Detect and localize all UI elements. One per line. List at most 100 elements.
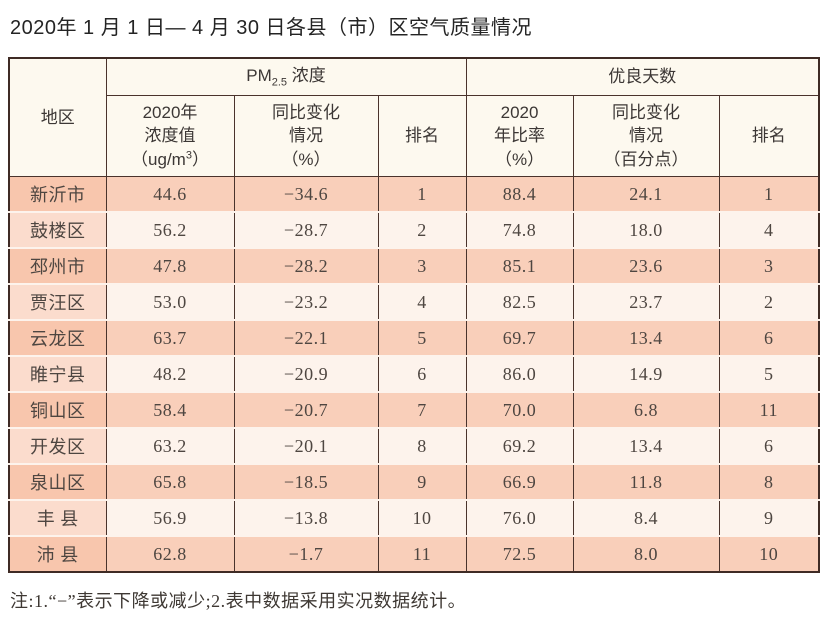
pm-rank-cell: 7 — [377, 392, 467, 429]
pm-value-cell: 62.8 — [105, 536, 235, 572]
gd-rank-cell: 2 — [718, 284, 820, 321]
gd-rank-cell: 1 — [718, 176, 820, 213]
pm-value-unit-close: ） — [191, 149, 209, 169]
table-row: 开发区 63.2 −20.1 8 69.2 13.4 6 — [8, 428, 820, 465]
gd-change-cell: 11.8 — [572, 464, 720, 501]
gd-rank-cell: 11 — [718, 392, 820, 429]
gd-change-cell: 23.6 — [572, 248, 720, 285]
pm-rank-cell: 10 — [377, 500, 467, 537]
pm-value-line2: 浓度值 — [144, 126, 196, 146]
gd-change-cell: 6.8 — [572, 392, 720, 429]
col-header-gd-rank: 排名 — [718, 95, 820, 177]
gd-rate-cell: 76.0 — [465, 500, 574, 537]
gd-change-line1: 同比变化 — [612, 102, 681, 122]
table-row: 睢宁县 48.2 −20.9 6 86.0 14.9 5 — [8, 356, 820, 393]
pm-value-cell: 65.8 — [105, 464, 235, 501]
pm-rank-cell: 4 — [377, 284, 467, 321]
gd-rank-cell: 6 — [718, 320, 820, 357]
pm-change-cell: −20.9 — [233, 356, 379, 393]
region-cell: 新沂市 — [8, 176, 107, 213]
page-title: 2020年 1 月 1 日— 4 月 30 日各县（市）区空气质量情况 — [10, 17, 533, 39]
region-cell: 云龙区 — [8, 320, 107, 357]
pm-rank-cell: 1 — [377, 176, 467, 213]
table-header: 地区 PM2.5 浓度 优良天数 2020年 浓度值 （ug/m3） 同比变化 … — [8, 58, 820, 177]
pm-change-cell: −34.6 — [233, 176, 379, 213]
gd-rate-cell: 69.2 — [465, 428, 574, 465]
pm-rank-cell: 6 — [377, 356, 467, 393]
pm-change-line2: 情况 — [289, 126, 323, 146]
pm-change-cell: −23.2 — [233, 284, 379, 321]
table-row: 云龙区 63.7 −22.1 5 69.7 13.4 6 — [8, 320, 820, 357]
pm-value-cell: 58.4 — [105, 392, 235, 429]
gd-change-cell: 13.4 — [572, 320, 720, 357]
table-row: 泉山区 65.8 −18.5 9 66.9 11.8 8 — [8, 464, 820, 501]
col-header-region: 地区 — [8, 58, 107, 177]
pm-rank-cell: 2 — [377, 212, 467, 249]
gd-rate-cell: 82.5 — [465, 284, 574, 321]
col-header-gd-change: 同比变化 情况 （百分点） — [572, 95, 720, 177]
gd-rank-cell: 5 — [718, 356, 820, 393]
pm-value-cell: 48.2 — [105, 356, 235, 393]
gd-rate-line1: 2020 — [500, 102, 539, 122]
pm-change-line3: （%） — [281, 149, 331, 169]
table-row: 邳州市 47.8 −28.2 3 85.1 23.6 3 — [8, 248, 820, 285]
gd-rate-cell: 72.5 — [465, 536, 574, 572]
sub-header-row: 2020年 浓度值 （ug/m3） 同比变化 情况 （%） 排名 2020 年比… — [9, 95, 820, 177]
table-row: 贾汪区 53.0 −23.2 4 82.5 23.7 2 — [8, 284, 820, 321]
table-row: 新沂市 44.6 −34.6 1 88.4 24.1 1 — [8, 176, 820, 213]
pm-value-line1: 2020年 — [142, 102, 198, 122]
gd-rank-cell: 6 — [718, 428, 820, 465]
gd-rate-cell: 88.4 — [465, 176, 574, 213]
gd-rate-cell: 66.9 — [465, 464, 574, 501]
pm-value-cell: 53.0 — [105, 284, 235, 321]
pm-value-cell: 63.7 — [105, 320, 235, 357]
region-cell: 邳州市 — [8, 248, 107, 285]
pm-rank-cell: 5 — [377, 320, 467, 357]
gd-change-cell: 8.0 — [572, 536, 720, 572]
gd-change-cell: 18.0 — [572, 212, 720, 249]
pm25-suffix: 浓度 — [287, 65, 326, 85]
gd-change-cell: 8.4 — [572, 500, 720, 537]
pm-change-cell: −28.7 — [233, 212, 379, 249]
pm-value-cell: 56.2 — [105, 212, 235, 249]
gd-rate-cell: 74.8 — [465, 212, 574, 249]
region-cell: 沛 县 — [8, 536, 107, 572]
region-cell: 鼓楼区 — [8, 212, 107, 249]
gd-rate-cell: 85.1 — [465, 248, 574, 285]
air-quality-table: 地区 PM2.5 浓度 优良天数 2020年 浓度值 （ug/m3） 同比变化 … — [8, 57, 821, 573]
pm-value-cell: 56.9 — [105, 500, 235, 537]
gd-rank-cell: 3 — [718, 248, 820, 285]
pm-rank-cell: 3 — [377, 248, 467, 285]
pm-change-cell: −20.7 — [233, 392, 379, 429]
region-cell: 铜山区 — [8, 392, 107, 429]
gd-change-line3: （百分点） — [603, 149, 689, 169]
gd-rank-cell: 9 — [718, 500, 820, 537]
col-header-pm-value: 2020年 浓度值 （ug/m3） — [105, 95, 235, 177]
pm25-prefix: PM — [246, 65, 272, 85]
pm25-subscript: 2.5 — [271, 76, 288, 89]
gd-change-cell: 14.9 — [572, 356, 720, 393]
region-cell: 丰 县 — [8, 500, 107, 537]
gd-rank-cell: 10 — [718, 536, 820, 572]
region-cell: 开发区 — [8, 428, 107, 465]
gd-rank-cell: 8 — [718, 464, 820, 501]
pm-change-cell: −13.8 — [233, 500, 379, 537]
table-row: 鼓楼区 56.2 −28.7 2 74.8 18.0 4 — [8, 212, 820, 249]
pm-change-cell: −1.7 — [233, 536, 379, 572]
pm-value-cell: 47.8 — [105, 248, 235, 285]
pm-change-cell: −18.5 — [233, 464, 379, 501]
pm-rank-cell: 8 — [377, 428, 467, 465]
table-row: 铜山区 58.4 −20.7 7 70.0 6.8 11 — [8, 392, 820, 429]
pm-change-cell: −22.1 — [233, 320, 379, 357]
region-cell: 泉山区 — [8, 464, 107, 501]
table-body: 新沂市 44.6 −34.6 1 88.4 24.1 1 鼓楼区 56.2 −2… — [8, 176, 820, 572]
pm-change-line1: 同比变化 — [272, 102, 340, 122]
pm-value-unit: （ug/m — [131, 149, 186, 169]
col-header-gd-rate: 2020 年比率 （%） — [465, 95, 574, 177]
footnote: 注:1.“−”表示下降或减少;2.表中数据采用实况数据统计。 — [10, 591, 467, 611]
col-header-pm-rank: 排名 — [377, 95, 467, 177]
pm-change-cell: −28.2 — [233, 248, 379, 285]
gd-rank-cell: 4 — [718, 212, 820, 249]
pm-value-unit-sup: 3 — [185, 149, 192, 162]
table-row: 沛 县 62.8 −1.7 11 72.5 8.0 10 — [8, 536, 820, 572]
